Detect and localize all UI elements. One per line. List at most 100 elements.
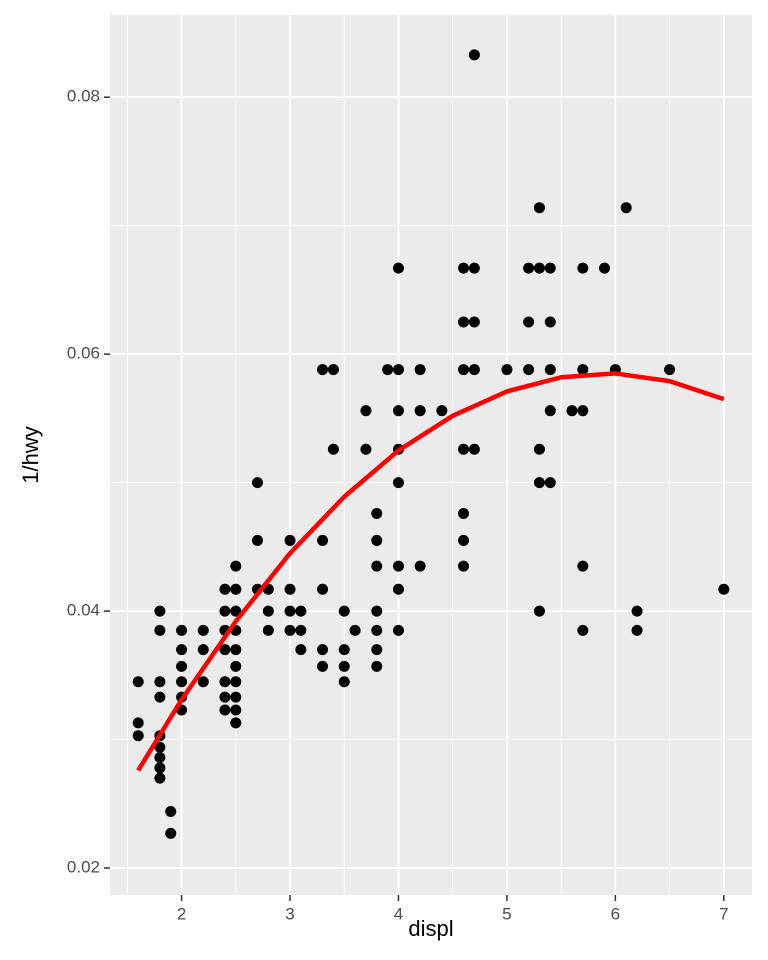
point bbox=[338, 605, 350, 617]
point bbox=[414, 560, 426, 572]
point bbox=[371, 560, 383, 572]
point bbox=[317, 644, 329, 656]
point bbox=[219, 691, 231, 703]
point bbox=[631, 624, 643, 636]
point bbox=[230, 583, 242, 595]
point bbox=[132, 730, 144, 742]
point bbox=[154, 605, 166, 617]
point bbox=[219, 583, 231, 595]
point bbox=[544, 262, 556, 274]
point bbox=[262, 605, 274, 617]
point bbox=[360, 443, 372, 455]
point bbox=[165, 827, 177, 839]
point bbox=[501, 364, 513, 376]
y-tick-label: 0.06 bbox=[67, 344, 100, 363]
point bbox=[577, 262, 589, 274]
point bbox=[197, 624, 209, 636]
point bbox=[664, 364, 676, 376]
point bbox=[544, 477, 556, 489]
point bbox=[382, 364, 394, 376]
point bbox=[468, 49, 480, 61]
point bbox=[132, 717, 144, 729]
point bbox=[230, 691, 242, 703]
point bbox=[132, 676, 144, 688]
point bbox=[176, 644, 188, 656]
point bbox=[371, 534, 383, 546]
point bbox=[295, 605, 307, 617]
point bbox=[338, 660, 350, 672]
point bbox=[392, 364, 404, 376]
point bbox=[219, 676, 231, 688]
x-axis-title: displ bbox=[408, 916, 453, 941]
point bbox=[392, 477, 404, 489]
point bbox=[392, 583, 404, 595]
point bbox=[295, 624, 307, 636]
point bbox=[317, 660, 329, 672]
point bbox=[154, 762, 166, 774]
panel bbox=[110, 15, 752, 895]
point bbox=[262, 624, 274, 636]
point bbox=[295, 644, 307, 656]
point bbox=[154, 772, 166, 784]
point bbox=[371, 605, 383, 617]
point bbox=[577, 364, 589, 376]
fit-line bbox=[136, 371, 725, 772]
point bbox=[197, 644, 209, 656]
point bbox=[533, 443, 545, 455]
point bbox=[284, 605, 296, 617]
point bbox=[468, 316, 480, 328]
point bbox=[251, 477, 263, 489]
point bbox=[533, 262, 545, 274]
point bbox=[544, 316, 556, 328]
point bbox=[577, 560, 589, 572]
point bbox=[414, 364, 426, 376]
point bbox=[197, 676, 209, 688]
point bbox=[371, 660, 383, 672]
point bbox=[176, 660, 188, 672]
point bbox=[154, 741, 166, 753]
point bbox=[349, 624, 361, 636]
point bbox=[371, 624, 383, 636]
point bbox=[468, 262, 480, 274]
point bbox=[566, 405, 578, 417]
point bbox=[219, 605, 231, 617]
point bbox=[392, 262, 404, 274]
point bbox=[154, 691, 166, 703]
point bbox=[392, 624, 404, 636]
point bbox=[360, 405, 372, 417]
y-axis-title: 1/hwy bbox=[18, 426, 43, 483]
point bbox=[458, 364, 470, 376]
point bbox=[371, 507, 383, 519]
point bbox=[533, 202, 545, 214]
point bbox=[620, 202, 632, 214]
point bbox=[230, 717, 242, 729]
point bbox=[165, 805, 177, 817]
y-tick-label: 0.08 bbox=[67, 87, 100, 106]
point bbox=[219, 704, 231, 716]
point bbox=[458, 534, 470, 546]
point bbox=[284, 534, 296, 546]
x-tick-label: 5 bbox=[502, 904, 511, 923]
point bbox=[154, 676, 166, 688]
point bbox=[338, 676, 350, 688]
point bbox=[317, 364, 329, 376]
point bbox=[230, 605, 242, 617]
point bbox=[317, 534, 329, 546]
point bbox=[468, 364, 480, 376]
x-tick-label: 2 bbox=[177, 904, 186, 923]
x-tick-label: 6 bbox=[611, 904, 620, 923]
x-tick-label: 3 bbox=[285, 904, 294, 923]
y-tick-label: 0.04 bbox=[67, 601, 100, 620]
point bbox=[468, 443, 480, 455]
point bbox=[533, 605, 545, 617]
point bbox=[718, 583, 730, 595]
point bbox=[533, 477, 545, 489]
point bbox=[176, 624, 188, 636]
point bbox=[317, 583, 329, 595]
point bbox=[458, 316, 470, 328]
point bbox=[230, 660, 242, 672]
point bbox=[631, 605, 643, 617]
point bbox=[436, 405, 448, 417]
x-tick-label: 4 bbox=[394, 904, 403, 923]
